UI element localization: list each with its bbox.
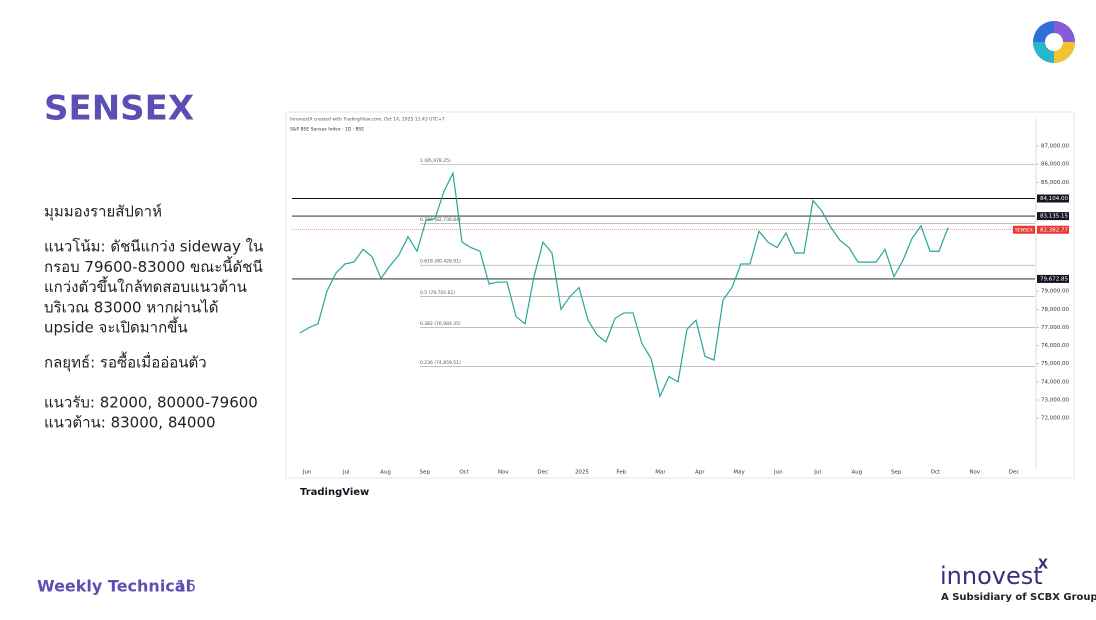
x-tick-label: Sep [420, 470, 431, 476]
last-price-tag [1037, 225, 1069, 234]
x-tick-label: 2025 [575, 470, 589, 476]
trend-line: บริเวณ 83000 หากผ่านได้ [44, 298, 218, 316]
last-name-tag [1013, 225, 1035, 234]
y-tick-label: 72,000.00 [1041, 416, 1069, 422]
y-tick-label: 78,000.00 [1041, 307, 1069, 313]
y-tick-label: 87,000.00 [1041, 143, 1069, 149]
y-tick-label: 86,000.00 [1041, 162, 1069, 168]
last-price-label: 82,382.77 [1040, 227, 1068, 233]
y-tick-label: 76,000.00 [1041, 343, 1069, 349]
x-tick-label: Oct [459, 470, 469, 476]
x-tick-label: Oct [931, 470, 941, 476]
resistance: แนวต้าน: 83000, 84000 [44, 414, 216, 432]
level-tag [1037, 212, 1069, 221]
strategy: กลยุทธ์: รอซื้อเมื่ออ่อนตัว [44, 352, 207, 373]
slide-title: SENSEX [44, 89, 194, 129]
x-tick-label: Aug [380, 470, 391, 476]
x-tick-label: Nov [969, 470, 980, 476]
level-label: 79,672.85 [1040, 276, 1068, 282]
level-label: 84,104.00 [1040, 196, 1068, 202]
footer-page: 15 [176, 577, 196, 596]
y-tick-label: 74,000.00 [1041, 379, 1069, 385]
chart-source: TradingView [300, 487, 369, 498]
support: แนวรับ: 82000, 80000-79600 [44, 394, 258, 412]
footer-section: Weekly Technical [37, 577, 191, 596]
fib-label: 1 (85,978.25) [420, 158, 451, 164]
brand-name: innovest [940, 562, 1043, 590]
chart-frame [285, 111, 1075, 479]
logo-ring [1033, 21, 1075, 63]
y-tick-label: 79,000.00 [1041, 289, 1069, 295]
x-tick-label: Jul [813, 470, 821, 476]
fib-label: 0.786 (82,736.84) [420, 217, 461, 223]
x-tick-label: Mar [655, 470, 666, 476]
last-name: SENSEX [1015, 227, 1033, 233]
fib-label: 0.618 (80,428.91) [420, 259, 461, 265]
y-tick-label: 85,000.00 [1041, 180, 1069, 186]
x-tick-label: Sep [891, 470, 902, 476]
x-tick-label: Aug [852, 470, 863, 476]
x-tick-label: Jun [773, 470, 783, 476]
chart-header: InnovestX created with TradingView.com, … [290, 117, 445, 123]
trend-line: แกว่งตัวขึ้นใกล้ทดสอบแนวต้าน [44, 276, 247, 296]
chart-symbol: S&P BSE Sensex Index · 1D · BSE [290, 127, 364, 133]
heading: มุมมองรายสัปดาห์ [44, 203, 162, 222]
x-tick-label: Apr [695, 470, 705, 476]
level-tag [1037, 274, 1069, 283]
x-tick-label: Dec [1009, 470, 1020, 476]
y-tick-label: 77,000.00 [1041, 325, 1069, 331]
fib-label: 0.5 (78,705.62) [420, 290, 455, 296]
trend-line: upside จะเปิดมากขึ้น [44, 317, 188, 337]
level-label: 83,135.15 [1040, 214, 1068, 220]
x-tick-label: Jul [342, 470, 350, 476]
y-tick-label: 73,000.00 [1041, 398, 1069, 404]
fib-label: 0.236 (74,859.51) [420, 360, 461, 366]
x-tick-label: Dec [537, 470, 548, 476]
fib-label: 0.382 (76,984.35) [420, 321, 461, 327]
level-tag [1037, 194, 1069, 203]
trend-line: แนวโน้ม: ดัชนีแกว่ง sideway ใน [44, 238, 263, 256]
trend-line: กรอบ 79600-83000 ขณะนี้ดัชนี [44, 256, 263, 276]
brand-mark: X [1038, 558, 1048, 573]
x-tick-label: Feb [616, 470, 626, 476]
brand-tagline: A Subsidiary of SCBX Group [941, 592, 1096, 603]
x-tick-label: Nov [498, 470, 509, 476]
price-line [299, 171, 949, 399]
x-tick-label: Jun [302, 470, 312, 476]
y-tick-label: 75,000.00 [1041, 361, 1069, 367]
x-tick-label: May [733, 470, 745, 476]
